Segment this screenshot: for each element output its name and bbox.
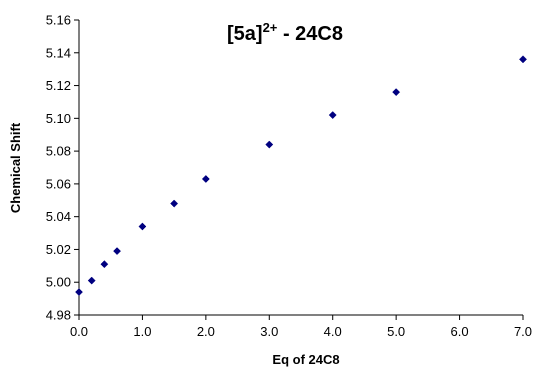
data-point <box>75 288 83 297</box>
x-tick-label: 5.0 <box>387 324 405 339</box>
data-point <box>265 140 274 149</box>
data-markers <box>75 55 527 297</box>
data-point <box>87 276 96 285</box>
chart-title-suffix: - 24C8 <box>277 23 343 45</box>
x-axis-title: Eq of 24C8 <box>272 352 339 367</box>
x-tick-label: 7.0 <box>514 324 532 339</box>
y-tick-label: 5.12 <box>46 78 71 93</box>
y-tick-label: 5.16 <box>46 13 71 28</box>
x-tick-label: 4.0 <box>324 324 342 339</box>
chart-title: [5a]2+ - 24C8 <box>227 20 343 45</box>
y-tick-label: 5.00 <box>46 275 71 290</box>
y-tick-label: 5.14 <box>46 45 71 60</box>
y-axis-title: Chemical Shift <box>8 122 23 213</box>
data-point <box>201 175 210 183</box>
data-point <box>138 222 147 231</box>
x-axis: 0.0 1.0 2.0 3.0 4.0 5.0 6.0 7.0 <box>70 314 532 339</box>
chart-title-main: [5a] <box>227 23 263 45</box>
x-tick-label: 6.0 <box>451 324 469 339</box>
data-point <box>392 88 401 97</box>
data-point <box>113 247 122 256</box>
x-tick-label: 1.0 <box>133 324 151 339</box>
data-point <box>170 199 179 208</box>
chart-title-superscript: 2+ <box>263 20 278 35</box>
x-tick-label: 3.0 <box>260 324 278 339</box>
y-tick-label: 5.06 <box>46 176 71 191</box>
x-tick-label: 2.0 <box>197 324 215 339</box>
y-axis: 4.98 5.00 5.02 5.04 5.06 5.08 5.10 5.12 5.14 5.16 <box>46 13 80 323</box>
y-tick-label: 5.02 <box>46 242 71 257</box>
x-tick-label: 0.0 <box>70 324 88 339</box>
y-tick-label: 5.08 <box>46 144 71 159</box>
data-point <box>519 55 527 64</box>
y-tick-label: 5.04 <box>46 209 71 224</box>
data-point <box>100 260 109 269</box>
data-point <box>328 111 337 120</box>
y-tick-label: 4.98 <box>46 308 71 323</box>
y-tick-label: 5.10 <box>46 111 71 126</box>
